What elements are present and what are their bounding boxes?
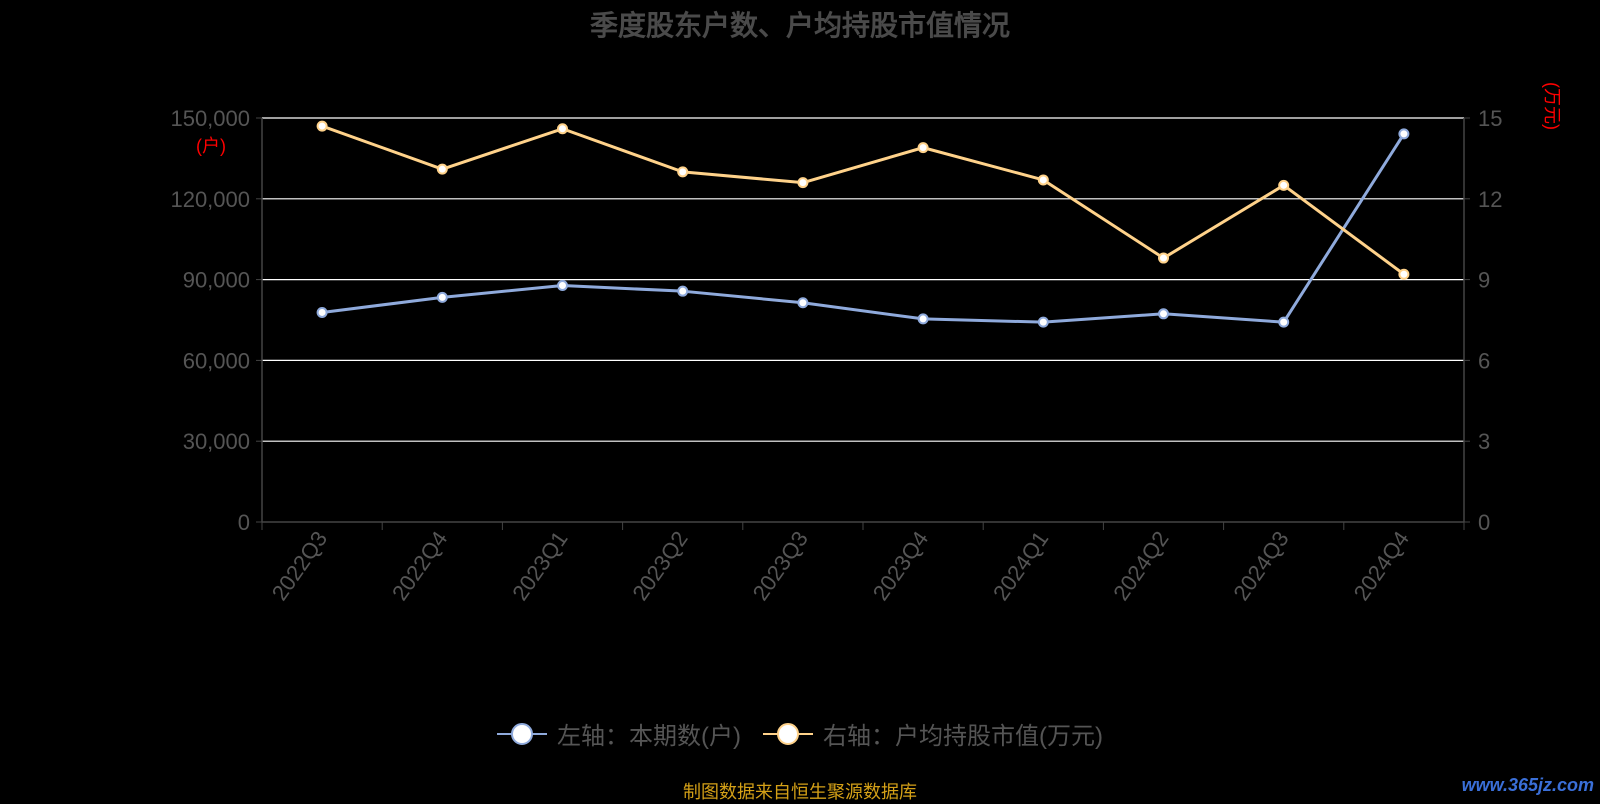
right-axis-tick-label: 9 <box>1478 268 1490 293</box>
watermark: www.365jz.com <box>1461 775 1594 795</box>
data-point-avg-value <box>1037 174 1049 186</box>
data-point-households <box>316 306 328 318</box>
data-point-households <box>1158 308 1169 320</box>
data-point-households <box>677 285 689 297</box>
data-point-avg-value <box>316 120 328 132</box>
left-axis-tick-label: 150,000 <box>170 106 250 131</box>
data-point-avg-value <box>436 163 448 175</box>
data-point-households <box>797 297 809 309</box>
data-point-avg-value <box>1398 268 1410 280</box>
x-axis-tick-label: 2023Q2 <box>627 527 692 605</box>
x-axis-tick-label: 2024Q3 <box>1228 527 1293 605</box>
left-axis-tick-label: 0 <box>238 510 250 535</box>
left-axis-unit: (户) <box>196 136 226 156</box>
source-note: 制图数据来自恒生聚源数据库 <box>683 782 917 802</box>
legend-swatch-households <box>497 722 548 746</box>
x-axis-tick-label: 2023Q1 <box>507 527 572 605</box>
legend-label-avg-value: 右轴：户均持股市值(万元) <box>823 723 1103 750</box>
legend-item-households[interactable]: 左轴：本期数(户) <box>497 716 741 751</box>
data-point-households <box>917 313 929 325</box>
series-line-avg-value <box>321 124 1405 276</box>
data-point-avg-value <box>1158 252 1169 264</box>
right-axis-tick-label: 15 <box>1478 106 1502 131</box>
legend-item-avg-value[interactable]: 右轴：户均持股市值(万元) <box>763 716 1103 751</box>
legend-swatch-avg-value <box>763 722 813 746</box>
series-line-households <box>321 133 1406 324</box>
data-point-households <box>1037 316 1049 328</box>
data-point-avg-value <box>1278 179 1290 191</box>
x-axis-tick-label: 2022Q3 <box>267 527 332 605</box>
data-point-avg-value <box>557 123 568 135</box>
left-axis-tick-label: 90,000 <box>183 268 250 293</box>
data-point-households <box>1398 128 1410 140</box>
chart-title: 季度股东户数、户均持股市值情况 <box>589 10 1010 41</box>
x-axis-tick-label: 2022Q4 <box>387 527 452 605</box>
x-axis-tick-label: 2023Q3 <box>748 527 813 605</box>
x-axis-tick-label: 2024Q4 <box>1349 527 1414 605</box>
legend: 左轴：本期数(户) 右轴：户均持股市值(万元) <box>0 716 1600 751</box>
x-axis-tick-label: 2023Q4 <box>868 527 933 605</box>
right-axis-tick-label: 6 <box>1478 348 1490 373</box>
left-axis-tick-label: 120,000 <box>170 187 250 212</box>
left-axis-tick-label: 60,000 <box>183 348 250 373</box>
data-point-households <box>1278 316 1290 328</box>
right-axis-tick-label: 0 <box>1478 510 1490 535</box>
right-axis-tick-label: 12 <box>1478 187 1502 212</box>
x-axis-tick-label: 2024Q1 <box>988 527 1053 605</box>
data-point-avg-value <box>797 177 809 189</box>
data-point-households <box>436 291 448 303</box>
left-axis-tick-label: 30,000 <box>183 429 250 454</box>
x-axis-tick-label: 2024Q2 <box>1108 527 1173 605</box>
data-point-households <box>557 280 568 292</box>
data-point-avg-value <box>677 166 689 178</box>
legend-label-households: 左轴：本期数(户) <box>557 723 741 750</box>
right-axis-unit: (万元) <box>1542 82 1562 130</box>
data-point-avg-value <box>917 142 929 154</box>
right-axis-tick-label: 3 <box>1478 429 1490 454</box>
